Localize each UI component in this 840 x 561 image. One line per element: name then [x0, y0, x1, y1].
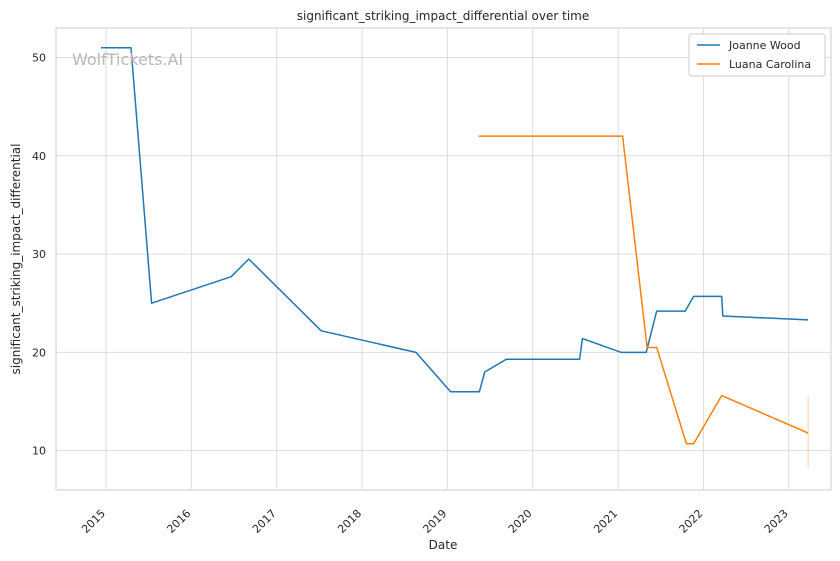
- series-line-joanne-wood: [100, 46, 809, 393]
- x-tick-label: 2021: [591, 507, 620, 536]
- y-tick-label: 40: [32, 150, 46, 163]
- y-axis-ticks: 10 20 30 40 50: [32, 51, 46, 457]
- series-line-luana-carolina: [478, 135, 809, 445]
- x-tick-label: 2015: [79, 507, 108, 536]
- y-axis-label: significant_striking_impact_differential: [9, 144, 23, 375]
- legend: Joanne Wood Luana Carolina: [688, 33, 826, 77]
- x-tick-label: 2023: [762, 507, 791, 536]
- x-tick-label: 2016: [164, 507, 193, 536]
- plot-area: [55, 27, 832, 491]
- legend-box: [688, 33, 826, 77]
- y-tick-label: 10: [32, 445, 46, 458]
- x-axis-label: Date: [429, 538, 458, 552]
- chart-title: significant_striking_impact_differential…: [297, 9, 589, 23]
- series-layer: [100, 46, 809, 469]
- y-tick-label: 50: [32, 51, 46, 64]
- y-tick-label: 30: [32, 248, 46, 261]
- x-tick-label: 2022: [677, 507, 706, 536]
- x-tick-label: 2017: [250, 507, 279, 536]
- x-axis-ticks: 2015 2016 2017 2018 2019 2020 2021 2022 2023: [79, 507, 791, 536]
- watermark-text: WolfTickets.AI: [72, 50, 183, 69]
- legend-label-luana-carolina: Luana Carolina: [729, 58, 811, 71]
- x-tick-label: 2018: [335, 507, 364, 536]
- legend-label-joanne-wood: Joanne Wood: [728, 39, 801, 52]
- x-tick-label: 2019: [420, 507, 449, 536]
- y-tick-label: 20: [32, 346, 46, 359]
- x-tick-label: 2020: [506, 507, 535, 536]
